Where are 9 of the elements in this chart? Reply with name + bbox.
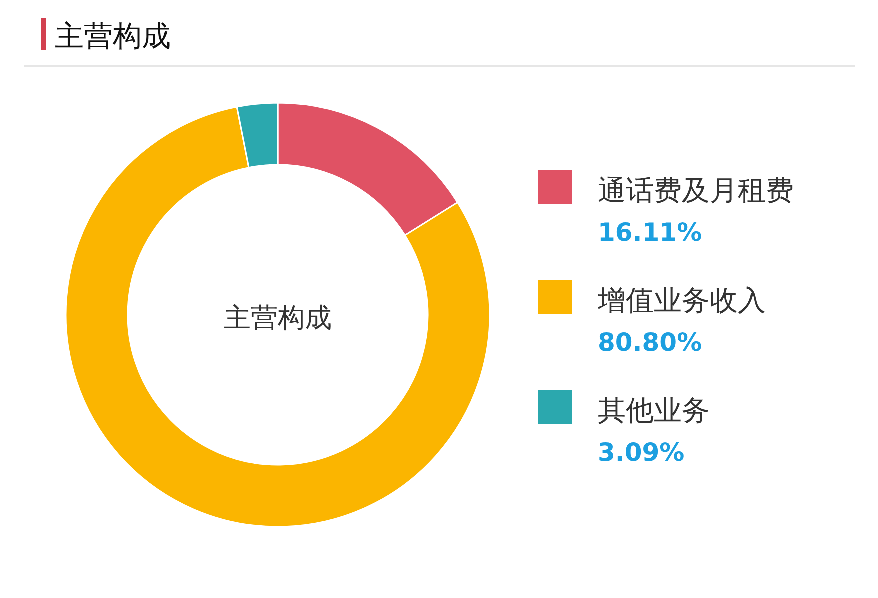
- donut-slice: [65, 106, 490, 528]
- data-label: 3.09%: [598, 438, 685, 467]
- legend-label: 增值业务收入: [597, 284, 766, 317]
- chart-title: 主营构成: [55, 19, 171, 53]
- legend-label: 通话费及月租费: [598, 174, 794, 207]
- data-label: 16.11%: [598, 218, 702, 247]
- legend-label: 其他业务: [598, 394, 710, 427]
- text: 主营构成: [224, 303, 332, 334]
- data-label: 80.80%: [598, 328, 702, 357]
